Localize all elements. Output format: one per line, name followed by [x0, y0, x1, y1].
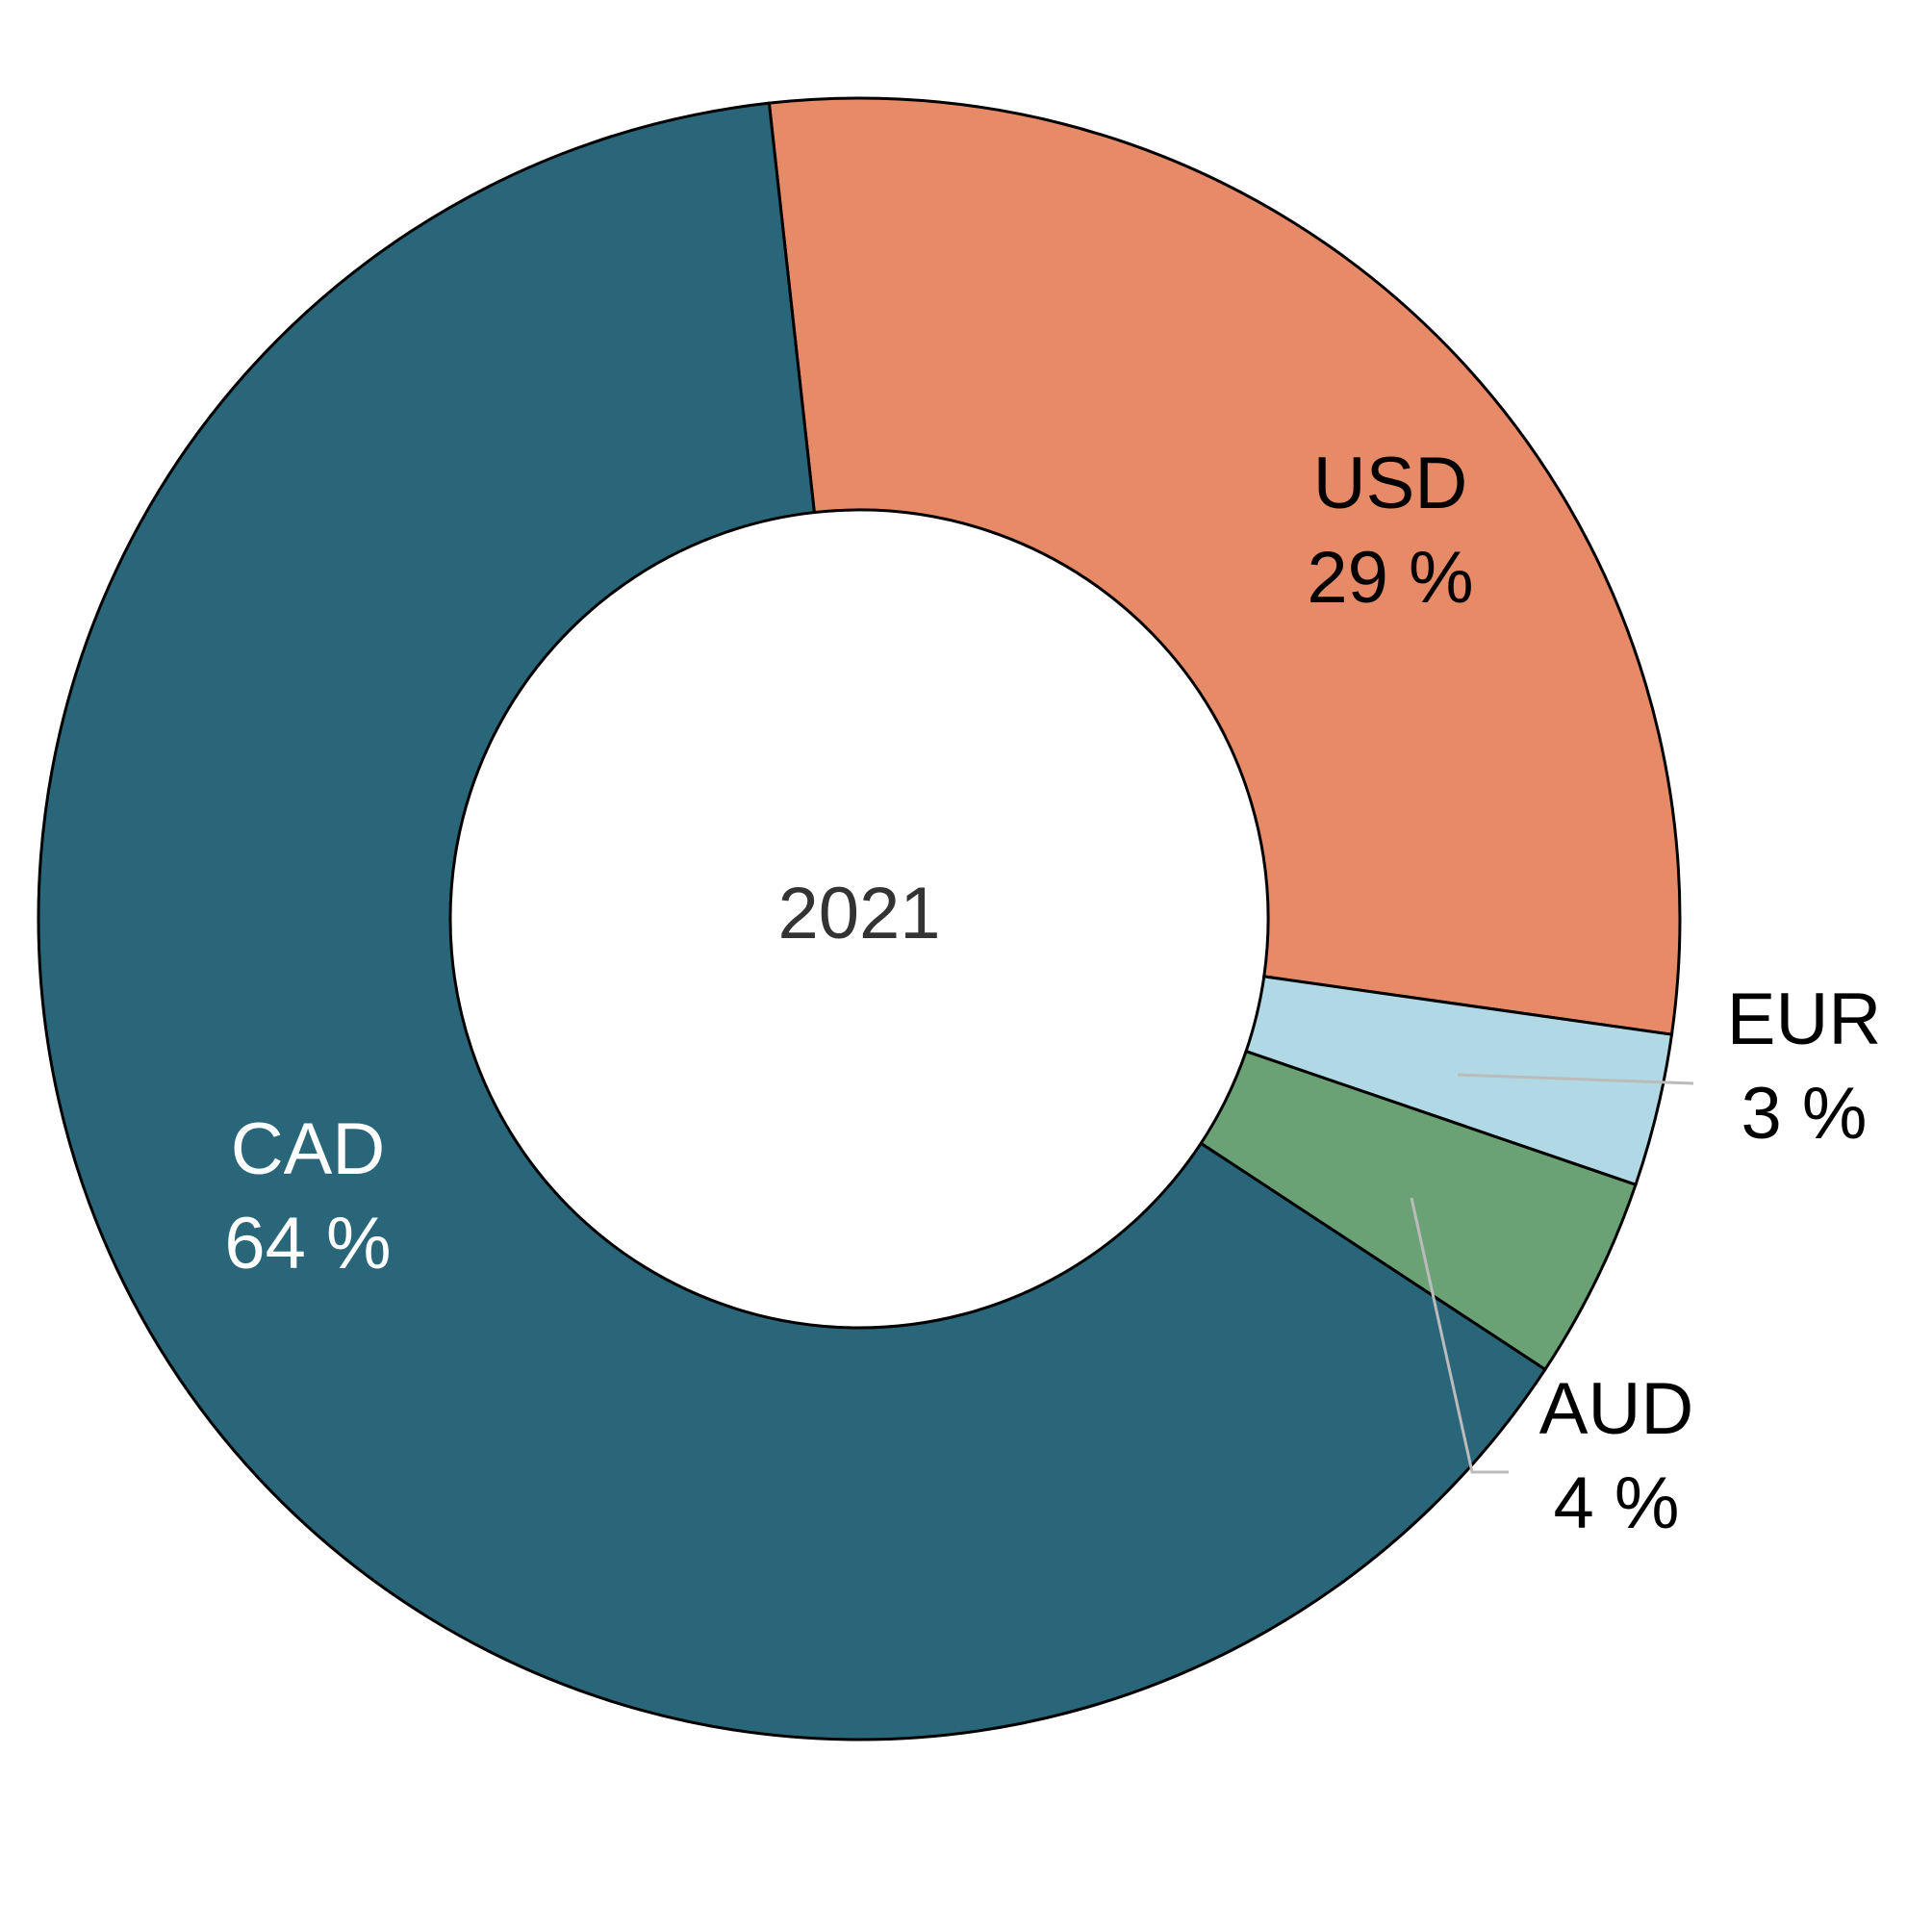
slice-name-label-cad: CAD: [231, 1108, 385, 1190]
slice-name-label-aud: AUD: [1539, 1368, 1693, 1450]
slice-value-label-usd: 29 %: [1307, 537, 1473, 619]
slice-cad: [37, 101, 1548, 1741]
leader-line-aud: [1410, 1197, 1509, 1474]
slice-name-label-eur: EUR: [1727, 979, 1881, 1060]
slice-name-label-usd: USD: [1313, 443, 1467, 524]
slice-value-label-aud: 4 %: [1554, 1462, 1680, 1544]
leader-line-eur: [1457, 1073, 1694, 1085]
slice-value-label-eur: 3 %: [1741, 1073, 1868, 1155]
center-year-label: 2021: [777, 873, 940, 954]
leader-lines: [1410, 1073, 1694, 1474]
slice-usd: [767, 96, 1682, 1036]
slice-labels: USD 29 % EUR 3 % AUD 4 % CAD 64 %: [224, 443, 1881, 1544]
slice-value-label-cad: 64 %: [224, 1203, 391, 1284]
slices-group: [37, 96, 1682, 1741]
